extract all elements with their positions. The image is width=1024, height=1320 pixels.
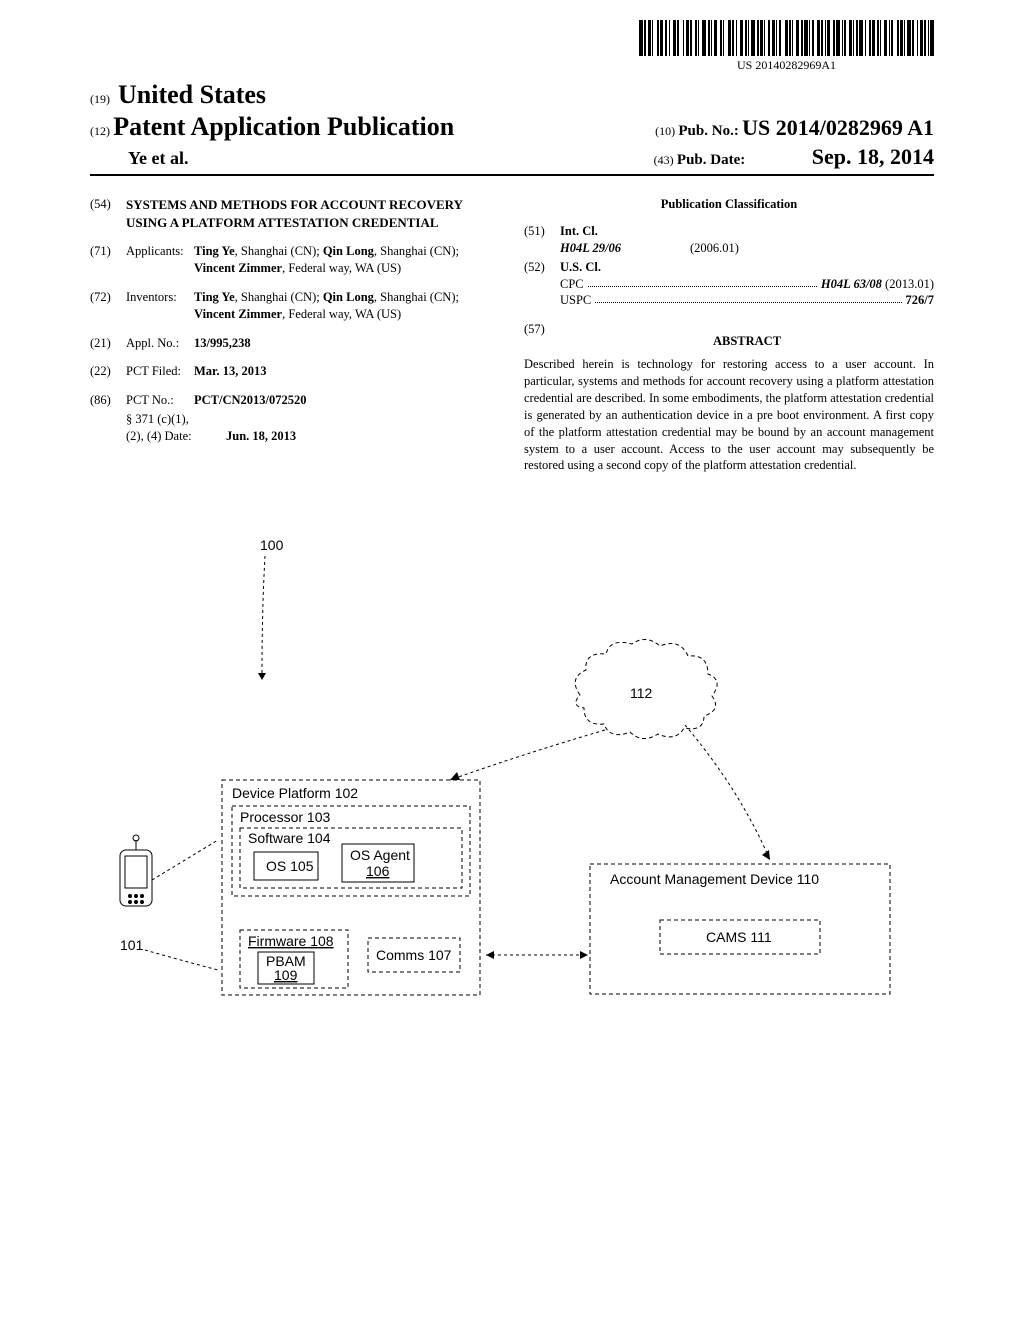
device-platform-label: Device Platform 102 xyxy=(232,785,358,801)
pct-filed-row: (22) PCT Filed: Mar. 13, 2013 xyxy=(90,363,500,380)
barcode-block: US 20140282969A1 xyxy=(639,20,934,73)
uspc-dots xyxy=(595,292,901,303)
inventors-text: Ting Ye, Shanghai (CN); Qin Long, Shangh… xyxy=(194,289,500,323)
int-cl-body: Int. Cl. H04L 29/06 (2006.01) xyxy=(560,223,934,257)
uspc-value: 726/7 xyxy=(906,292,934,309)
code-19: (19) xyxy=(90,92,110,107)
cpc-date: (2013.01) xyxy=(885,277,934,291)
int-cl-label: Int. Cl. xyxy=(560,223,934,240)
pub-type-block: (12) Patent Application Publication xyxy=(90,112,454,142)
header-row-author-date: Ye et al. (43) Pub. Date: Sep. 18, 2014 xyxy=(90,144,934,176)
applicants-text: Ting Ye, Shanghai (CN); Qin Long, Shangh… xyxy=(194,243,500,277)
abstract-row: (57) ABSTRACT xyxy=(524,321,934,356)
publication-type: Patent Application Publication xyxy=(113,112,454,141)
barcode-text: US 20140282969A1 xyxy=(639,58,934,73)
firmware-label: Firmware 108 xyxy=(248,933,334,949)
pct-no-label: PCT No.: xyxy=(126,392,194,409)
us-cl-row: (52) U.S. Cl. CPC H04L 63/08 (2013.01) U… xyxy=(524,259,934,310)
pub-no-value: US 2014/0282969 A1 xyxy=(742,115,934,140)
pct-filed-value: Mar. 13, 2013 xyxy=(194,363,500,380)
abstract-header: ABSTRACT xyxy=(560,333,934,350)
ref-101: 101 xyxy=(120,937,144,953)
cpc-dots xyxy=(588,276,817,287)
code-12: (12) xyxy=(90,124,110,138)
code-71: (71) xyxy=(90,243,126,277)
us-cl-label: U.S. Cl. xyxy=(560,259,934,276)
int-cl-row: (51) Int. Cl. H04L 29/06 (2006.01) xyxy=(524,223,934,257)
code-72: (72) xyxy=(90,289,126,323)
appl-no-value: 13/995,238 xyxy=(194,335,500,352)
cpc-value: H04L 63/08 xyxy=(821,277,882,291)
left-column: (54) SYSTEMS AND METHODS FOR ACCOUNT REC… xyxy=(90,196,500,474)
cpc-line: CPC H04L 63/08 (2013.01) xyxy=(560,276,934,293)
right-column: Publication Classification (51) Int. Cl.… xyxy=(524,196,934,474)
inventors-label: Inventors: xyxy=(126,289,194,323)
classification-header: Publication Classification xyxy=(524,196,934,213)
figure-svg: 100 112 Device Platform 102 Processor 10… xyxy=(90,530,934,1090)
pub-date-block: (43) Pub. Date: Sep. 18, 2014 xyxy=(654,144,934,170)
patent-page: US 20140282969A1 (19) United States (12)… xyxy=(0,0,1024,1320)
software-label: Software 104 xyxy=(248,830,331,846)
us-cl-body: U.S. Cl. CPC H04L 63/08 (2013.01) USPC 7… xyxy=(560,259,934,310)
section-371-row1: § 371 (c)(1), xyxy=(126,411,500,428)
pub-date-value: Sep. 18, 2014 xyxy=(812,144,934,169)
section-371-value: Jun. 18, 2013 xyxy=(226,428,296,445)
applicants-label: Applicants: xyxy=(126,243,194,277)
code-51: (51) xyxy=(524,223,560,257)
code-86: (86) xyxy=(90,392,126,409)
cpc-value-block: H04L 63/08 (2013.01) xyxy=(821,276,934,293)
header-row-country: (19) United States xyxy=(90,80,934,110)
code-54: (54) xyxy=(90,196,126,231)
abstract-text: Described herein is technology for resto… xyxy=(524,356,934,474)
code-52: (52) xyxy=(524,259,560,310)
os-label: OS 105 xyxy=(266,858,314,874)
uspc-line: USPC 726/7 xyxy=(560,292,934,309)
cloud-label: 112 xyxy=(630,685,653,701)
section-371-line1: § 371 (c)(1), xyxy=(126,411,189,428)
barcode-graphic xyxy=(639,20,934,56)
int-cl-date: (2006.01) xyxy=(690,240,739,257)
country-name: United States xyxy=(118,80,266,110)
amd-label: Account Management Device 110 xyxy=(610,871,819,887)
cams-label: CAMS 111 xyxy=(706,929,772,945)
cpc-label: CPC xyxy=(560,276,584,293)
title-row: (54) SYSTEMS AND METHODS FOR ACCOUNT REC… xyxy=(90,196,500,231)
ref-100: 100 xyxy=(260,537,284,553)
appl-no-row: (21) Appl. No.: 13/995,238 xyxy=(90,335,500,352)
pbam-l2: 109 xyxy=(274,967,298,983)
appl-no-label: Appl. No.: xyxy=(126,335,194,352)
authors: Ye et al. xyxy=(128,148,188,169)
code-43: (43) xyxy=(654,153,674,167)
uspc-label: USPC xyxy=(560,292,591,309)
abstract-body: ABSTRACT xyxy=(560,321,934,356)
code-22: (22) xyxy=(90,363,126,380)
pct-filed-label: PCT Filed: xyxy=(126,363,194,380)
code-57: (57) xyxy=(524,321,560,356)
header-row-pub: (12) Patent Application Publication (10)… xyxy=(90,112,934,142)
comms-label: Comms 107 xyxy=(376,947,452,963)
header-block: (19) United States (12) Patent Applicati… xyxy=(90,80,934,176)
pct-no-value: PCT/CN2013/072520 xyxy=(194,392,500,409)
pub-no-block: (10) Pub. No.: US 2014/0282969 A1 xyxy=(655,115,934,141)
os-agent-l1: OS Agent xyxy=(350,847,410,863)
pub-no-label: Pub. No.: xyxy=(678,123,738,139)
pct-no-row: (86) PCT No.: PCT/CN2013/072520 xyxy=(90,392,500,409)
section-371-label: (2), (4) Date: xyxy=(126,428,226,445)
code-10: (10) xyxy=(655,124,675,138)
two-column-body: (54) SYSTEMS AND METHODS FOR ACCOUNT REC… xyxy=(90,196,934,474)
int-cl-class: H04L 29/06 xyxy=(560,240,690,257)
inventors-row: (72) Inventors: Ting Ye, Shanghai (CN); … xyxy=(90,289,500,323)
figure-1: 100 112 Device Platform 102 Processor 10… xyxy=(90,530,934,1090)
code-21: (21) xyxy=(90,335,126,352)
os-agent-l2: 106 xyxy=(366,863,390,879)
section-371-row2: (2), (4) Date: Jun. 18, 2013 xyxy=(126,428,500,445)
processor-label: Processor 103 xyxy=(240,809,330,825)
invention-title: SYSTEMS AND METHODS FOR ACCOUNT RECOVERY… xyxy=(126,196,500,231)
applicants-row: (71) Applicants: Ting Ye, Shanghai (CN);… xyxy=(90,243,500,277)
phone-icon xyxy=(120,835,152,906)
pub-date-label: Pub. Date: xyxy=(677,152,745,168)
